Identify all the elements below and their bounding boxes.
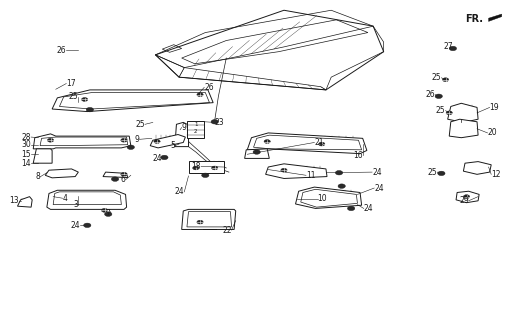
- Text: 22: 22: [222, 226, 231, 235]
- Text: 23: 23: [215, 118, 225, 127]
- Circle shape: [338, 184, 346, 188]
- Polygon shape: [449, 119, 478, 138]
- Circle shape: [82, 98, 88, 101]
- Circle shape: [336, 171, 343, 175]
- Text: 8: 8: [35, 172, 40, 181]
- Polygon shape: [33, 149, 52, 163]
- Polygon shape: [47, 190, 127, 209]
- Text: 2: 2: [194, 129, 198, 134]
- Circle shape: [319, 142, 325, 146]
- Text: 25: 25: [69, 92, 78, 101]
- Circle shape: [348, 206, 355, 211]
- Circle shape: [197, 220, 203, 224]
- Circle shape: [201, 173, 209, 178]
- Text: 29: 29: [459, 196, 469, 205]
- Text: 9: 9: [181, 123, 187, 132]
- Text: 9: 9: [135, 135, 140, 144]
- Text: 16: 16: [353, 151, 362, 160]
- Polygon shape: [247, 133, 367, 154]
- Polygon shape: [245, 149, 269, 158]
- Polygon shape: [175, 123, 188, 147]
- Text: 21: 21: [315, 138, 324, 147]
- Text: 11: 11: [306, 171, 316, 180]
- Text: 26: 26: [57, 45, 66, 55]
- Text: 15: 15: [22, 150, 31, 159]
- Text: 1: 1: [194, 123, 198, 127]
- Text: 10: 10: [318, 194, 327, 204]
- Circle shape: [154, 140, 160, 143]
- Circle shape: [446, 111, 452, 115]
- Text: 4: 4: [63, 194, 67, 203]
- Circle shape: [121, 138, 127, 142]
- Text: 20: 20: [488, 128, 497, 137]
- Circle shape: [253, 150, 260, 154]
- Text: 25: 25: [436, 106, 446, 115]
- Text: 19: 19: [490, 103, 499, 112]
- Circle shape: [197, 93, 203, 97]
- Circle shape: [463, 195, 470, 198]
- Circle shape: [105, 212, 112, 216]
- Circle shape: [438, 171, 445, 176]
- Text: 3: 3: [74, 200, 78, 209]
- Text: 13: 13: [9, 196, 19, 205]
- Polygon shape: [187, 121, 204, 138]
- Polygon shape: [150, 134, 185, 148]
- Text: 6: 6: [120, 175, 126, 184]
- Text: 7: 7: [105, 209, 110, 218]
- Text: 12: 12: [491, 170, 501, 179]
- Polygon shape: [52, 90, 213, 112]
- Polygon shape: [188, 161, 224, 173]
- Circle shape: [435, 94, 442, 99]
- Text: 5: 5: [170, 141, 175, 150]
- Circle shape: [102, 208, 108, 212]
- Polygon shape: [103, 172, 128, 178]
- Polygon shape: [266, 164, 327, 179]
- Polygon shape: [463, 162, 491, 174]
- Polygon shape: [456, 191, 479, 203]
- Text: 24: 24: [374, 184, 384, 193]
- Polygon shape: [33, 134, 131, 149]
- Circle shape: [86, 108, 94, 112]
- Text: 30: 30: [22, 140, 31, 149]
- Circle shape: [449, 46, 457, 51]
- Polygon shape: [489, 14, 502, 21]
- Text: 27: 27: [443, 42, 453, 52]
- Circle shape: [211, 120, 218, 124]
- Circle shape: [47, 138, 54, 142]
- Circle shape: [84, 223, 91, 228]
- Polygon shape: [45, 169, 78, 178]
- Text: 26: 26: [204, 83, 214, 92]
- Text: 25: 25: [135, 120, 145, 129]
- Text: 26: 26: [426, 90, 435, 99]
- Polygon shape: [17, 197, 32, 207]
- Text: 24: 24: [372, 168, 382, 177]
- Text: 24: 24: [175, 188, 184, 196]
- Polygon shape: [448, 103, 478, 123]
- Circle shape: [193, 166, 199, 170]
- Circle shape: [161, 155, 168, 160]
- Circle shape: [121, 172, 127, 176]
- Circle shape: [442, 78, 449, 82]
- Circle shape: [211, 166, 218, 170]
- Text: 14: 14: [22, 159, 31, 168]
- Text: 24: 24: [363, 204, 373, 213]
- Circle shape: [112, 177, 119, 181]
- Text: 24: 24: [71, 221, 80, 230]
- Text: 25: 25: [428, 168, 437, 177]
- Polygon shape: [296, 187, 362, 208]
- Text: 18: 18: [191, 162, 201, 171]
- Circle shape: [281, 168, 287, 172]
- Text: 28: 28: [22, 132, 31, 141]
- Text: 24: 24: [153, 154, 163, 163]
- Text: 25: 25: [432, 73, 441, 82]
- Text: 17: 17: [66, 79, 76, 88]
- Polygon shape: [181, 209, 236, 229]
- Circle shape: [264, 140, 270, 143]
- Text: FR.: FR.: [465, 14, 483, 24]
- Circle shape: [127, 145, 135, 149]
